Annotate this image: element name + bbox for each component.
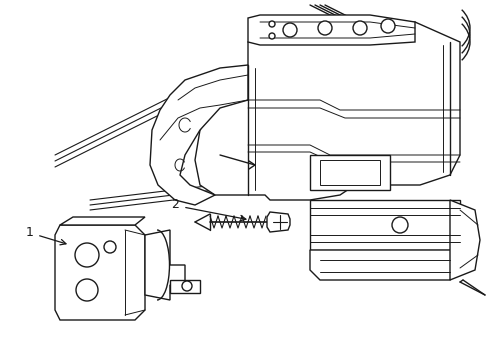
- Circle shape: [391, 217, 407, 233]
- Polygon shape: [150, 65, 247, 205]
- Circle shape: [76, 279, 98, 301]
- Circle shape: [380, 19, 394, 33]
- Circle shape: [268, 33, 274, 39]
- Text: 1: 1: [26, 226, 34, 239]
- Polygon shape: [309, 200, 459, 250]
- Circle shape: [283, 23, 296, 37]
- Circle shape: [268, 21, 274, 27]
- Text: 2: 2: [171, 198, 179, 211]
- Polygon shape: [247, 15, 414, 45]
- Polygon shape: [170, 280, 200, 293]
- Polygon shape: [309, 155, 389, 190]
- Polygon shape: [55, 225, 145, 320]
- Polygon shape: [195, 22, 459, 200]
- Polygon shape: [319, 160, 379, 185]
- Circle shape: [104, 241, 116, 253]
- Circle shape: [352, 21, 366, 35]
- Polygon shape: [449, 200, 479, 280]
- Circle shape: [75, 243, 99, 267]
- Polygon shape: [60, 217, 145, 225]
- Polygon shape: [145, 230, 184, 300]
- Circle shape: [317, 21, 331, 35]
- Circle shape: [182, 281, 192, 291]
- Polygon shape: [266, 212, 289, 232]
- Polygon shape: [309, 250, 459, 280]
